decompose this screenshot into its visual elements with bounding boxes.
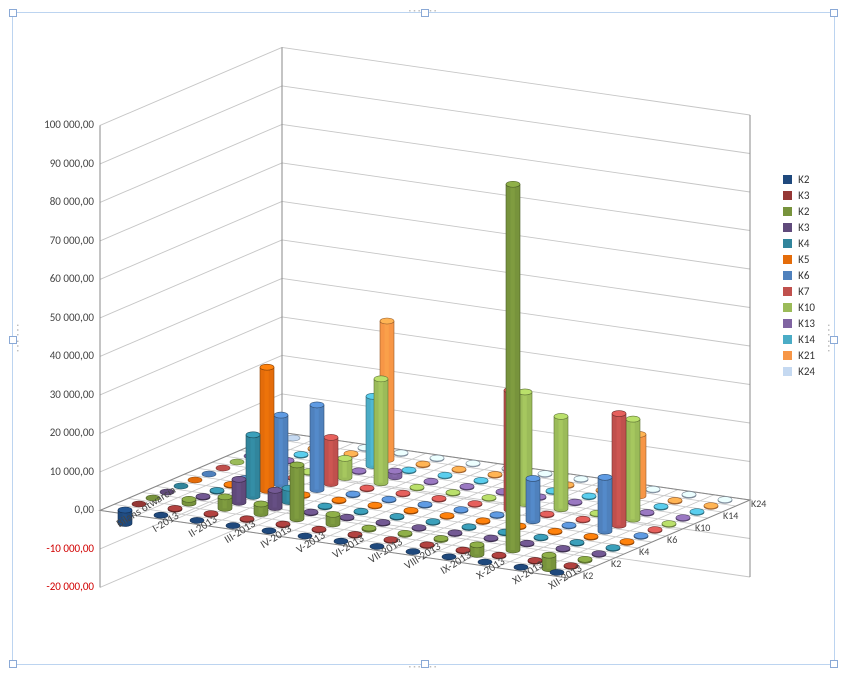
- legend-swatch: [783, 223, 792, 232]
- legend-item: K13: [783, 317, 815, 330]
- legend-swatch: [783, 303, 792, 312]
- legend-swatch: [783, 255, 792, 264]
- y-axis-label: 70 000,00: [14, 234, 94, 247]
- legend-label: K3: [798, 189, 809, 202]
- y-axis-label: -20 000,00: [14, 580, 94, 593]
- legend-item: K5: [783, 253, 815, 266]
- z-axis-label: K14: [723, 509, 738, 522]
- y-axis-label: 100 000,00: [14, 118, 94, 131]
- selection-handle[interactable]: [9, 336, 17, 344]
- legend-label: K5: [798, 253, 809, 266]
- legend-swatch: [783, 271, 792, 280]
- legend-label: K6: [798, 269, 809, 282]
- legend-label: K2: [798, 205, 809, 218]
- legend-label: K10: [798, 301, 815, 314]
- y-axis-label: 20 000,00: [14, 426, 94, 439]
- legend-label: K4: [798, 237, 809, 250]
- legend-swatch: [783, 367, 792, 376]
- legend-swatch: [783, 319, 792, 328]
- legend-label: K2: [798, 173, 809, 186]
- selection-handle[interactable]: [421, 660, 429, 668]
- legend-swatch: [783, 351, 792, 360]
- legend-item: K3: [783, 189, 815, 202]
- z-axis-label: K10: [695, 521, 710, 534]
- z-axis-label: K2: [583, 569, 593, 582]
- legend-item: K6: [783, 269, 815, 282]
- legend: K2 K3 K2 K3 K4 K5 K6 K7 K10 K13 K14 K21 K24: [783, 170, 815, 381]
- legend-item: K21: [783, 349, 815, 362]
- selection-handle[interactable]: [9, 9, 17, 17]
- legend-label: K13: [798, 317, 815, 330]
- legend-label: K3: [798, 221, 809, 234]
- y-axis-label: 40 000,00: [14, 349, 94, 362]
- y-axis-label: 60 000,00: [14, 272, 94, 285]
- selection-handle[interactable]: [9, 660, 17, 668]
- chart-container: ⋯⋯ ⋯⋯ ⋯⋯ ⋯⋯ K2K3K2K3K4K5K6K7K10K13K14K21…: [0, 0, 847, 677]
- legend-label: K7: [798, 285, 809, 298]
- legend-swatch: [783, 191, 792, 200]
- y-axis-label: 50 000,00: [14, 311, 94, 324]
- y-axis-label: 0,00: [14, 503, 94, 516]
- legend-swatch: [783, 239, 792, 248]
- y-axis-label: 10 000,00: [14, 465, 94, 478]
- y-axis-label: 80 000,00: [14, 195, 94, 208]
- legend-label: K14: [798, 333, 815, 346]
- selection-handle[interactable]: [421, 9, 429, 17]
- y-axis-label: 30 000,00: [14, 388, 94, 401]
- selection-handle[interactable]: [830, 336, 838, 344]
- z-axis-label: K24: [751, 497, 766, 510]
- y-axis-label: 90 000,00: [14, 157, 94, 170]
- legend-item: K2: [783, 173, 815, 186]
- legend-item: K10: [783, 301, 815, 314]
- selection-handle[interactable]: [830, 9, 838, 17]
- legend-label: K21: [798, 349, 815, 362]
- legend-swatch: [783, 175, 792, 184]
- legend-swatch: [783, 335, 792, 344]
- legend-swatch: [783, 207, 792, 216]
- z-axis-label: K2: [611, 557, 621, 570]
- z-axis-label: K4: [639, 545, 649, 558]
- legend-swatch: [783, 287, 792, 296]
- z-axis-label: K6: [667, 533, 677, 546]
- legend-item: K14: [783, 333, 815, 346]
- legend-item: K2: [783, 205, 815, 218]
- legend-item: K3: [783, 221, 815, 234]
- y-axis-label: -10 000,00: [14, 542, 94, 555]
- legend-item: K4: [783, 237, 815, 250]
- legend-item: K7: [783, 285, 815, 298]
- legend-label: K24: [798, 365, 815, 378]
- legend-item: K24: [783, 365, 815, 378]
- selection-handle[interactable]: [830, 660, 838, 668]
